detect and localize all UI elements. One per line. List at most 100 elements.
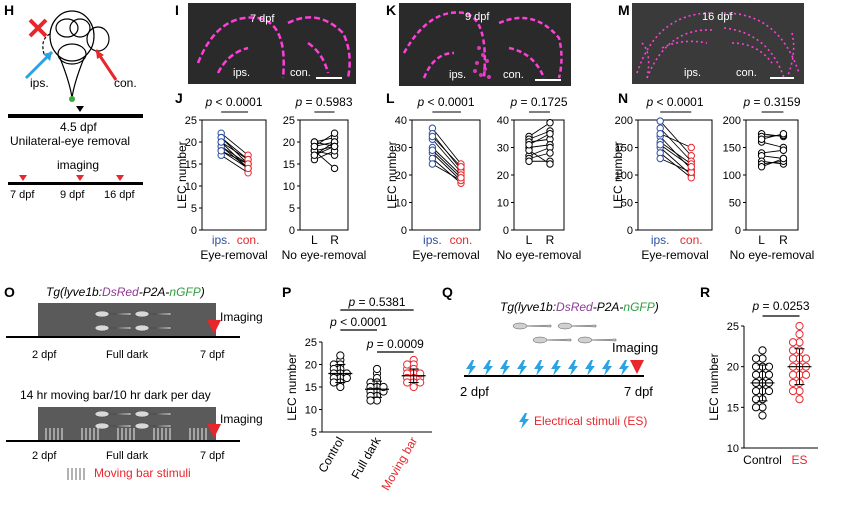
procedure-label: Unilateral-eye removal xyxy=(10,134,131,148)
x-category-label: ips. xyxy=(651,233,670,247)
pair-line xyxy=(220,141,249,169)
moving-bar-legend: Moving bar stimuli xyxy=(94,466,191,480)
data-point xyxy=(751,354,761,363)
p-value-label: p < 0.0001 xyxy=(204,95,262,109)
micro-con-16dpf: con. xyxy=(736,67,757,79)
data-point xyxy=(546,160,554,168)
y-tick-label: 5 xyxy=(311,427,317,439)
pair-line xyxy=(220,137,249,160)
data-point xyxy=(656,154,664,163)
data-point xyxy=(546,130,554,138)
moving-bar-legend-icon xyxy=(67,468,85,480)
y-tick-label: 15 xyxy=(185,159,197,171)
micrograph-16dpf: 16 dpf ips. con. xyxy=(632,3,804,84)
chart-j-no-eye-removal: 0 5 10 15 20 25 p = 0.5983 L RNo eye-removal xyxy=(282,95,367,262)
x-category-label: R xyxy=(330,233,339,247)
time-9dpf: 9 dpf xyxy=(60,189,85,201)
y-tick-label: 40 xyxy=(497,115,509,127)
chart-l-no-eye-removal: 0 10 20 30 40p = 0.1725 L RNo eye-removal xyxy=(497,95,582,262)
scale-bar xyxy=(316,77,342,79)
x-category-label: con. xyxy=(237,233,260,247)
lightning-bolt-icon xyxy=(500,360,510,376)
pair-line xyxy=(761,133,784,140)
data-point xyxy=(764,370,774,379)
x-category-label: Full dark xyxy=(348,434,384,482)
pair-line xyxy=(432,149,462,179)
data-point xyxy=(428,146,437,154)
chart-p-lec-number: 5 10 15 20 25 LEC number Control Full darkMovin… xyxy=(285,295,432,493)
timeline-o1 xyxy=(6,336,240,338)
y-tick-label: 20 xyxy=(185,137,197,149)
y-tick-label: 150 xyxy=(615,143,633,155)
chart-r-lec-number: 10 15 20 25 LEC number Control ES p = 0.0253 xyxy=(707,299,818,467)
start-label-o2: 2 dpf xyxy=(32,450,57,462)
pair-line xyxy=(432,136,462,168)
imaging-label-o1: Imaging xyxy=(220,310,263,324)
lightning-bolt-icon xyxy=(619,360,629,376)
p-value-label: p = 0.0253 xyxy=(751,299,809,313)
condition-label-o1: Full dark xyxy=(106,349,149,361)
data-point xyxy=(779,154,788,163)
x-category-label: Control xyxy=(743,453,782,467)
y-tick-label: 0 xyxy=(627,225,633,237)
data-point xyxy=(310,142,319,151)
larvae-icon xyxy=(512,322,617,344)
imaging-arrow-icon xyxy=(207,320,221,334)
label-con: con. xyxy=(114,76,137,90)
pair-line xyxy=(761,141,784,148)
micro-ips-16dpf: ips. xyxy=(684,67,702,79)
data-point xyxy=(310,151,319,159)
y-tick-label: 20 xyxy=(305,360,317,372)
y-tick-label: 200 xyxy=(723,115,741,127)
y-tick-label: 15 xyxy=(305,382,317,394)
chart-n-eye-removal: 0 50 100 150 200 LEC number p < 0.0001 ips. con.… xyxy=(611,95,713,262)
panel-label-i: I xyxy=(175,2,179,18)
data-point xyxy=(751,370,761,379)
end-label-o1: 7 dpf xyxy=(200,349,225,361)
data-point xyxy=(244,164,252,173)
protocol-label: 14 hr moving bar/10 hr dark per day xyxy=(20,388,211,402)
data-point xyxy=(795,321,804,331)
pair-line xyxy=(660,158,692,173)
lightning-bolt-icon xyxy=(551,360,561,376)
lightning-bolt-icon xyxy=(602,360,612,376)
x-category-label: R xyxy=(546,233,555,247)
panel-label-h: H xyxy=(4,2,15,18)
lightning-bolt-icon xyxy=(519,413,529,429)
x-category-label: L xyxy=(526,233,533,247)
data-point xyxy=(779,130,788,138)
x-mark-icon xyxy=(28,18,48,38)
y-axis-label: LEC number xyxy=(611,141,625,208)
data-point xyxy=(788,346,798,355)
scale-bar xyxy=(770,77,794,79)
data-point xyxy=(764,362,774,371)
timeline-o2 xyxy=(6,440,240,442)
timepoint-label: 4.5 dpf xyxy=(60,120,97,134)
data-point xyxy=(757,135,766,143)
data-point xyxy=(330,129,339,137)
genotype-q: Tg(lyve1b:DsRed-P2A-nGFP) xyxy=(500,300,659,314)
x-category-label: R xyxy=(779,233,788,247)
panel-label-l: L xyxy=(386,90,395,106)
data-point xyxy=(217,147,225,155)
pair-line xyxy=(314,141,335,156)
data-point xyxy=(758,411,767,420)
y-tick-label: 15 xyxy=(283,159,295,171)
pair-line xyxy=(659,144,692,168)
pair-line xyxy=(659,141,692,165)
panel-label-k: K xyxy=(386,2,397,18)
y-tick-label: 25 xyxy=(305,337,317,349)
start-label-o1: 2 dpf xyxy=(32,349,57,361)
panel-label-p: P xyxy=(282,284,292,300)
group-label: Eye-removal xyxy=(412,248,479,262)
larva-head-diagram xyxy=(24,10,118,102)
micro-con-9dpf: con. xyxy=(503,69,524,81)
pair-line xyxy=(528,133,551,146)
data-point xyxy=(428,132,437,141)
y-tick-label: 10 xyxy=(185,181,197,193)
data-point xyxy=(656,141,664,149)
y-tick-label: 100 xyxy=(615,170,633,182)
pair-line xyxy=(528,130,551,140)
plot-frame xyxy=(637,119,713,231)
x-category-label: ES xyxy=(791,453,807,467)
